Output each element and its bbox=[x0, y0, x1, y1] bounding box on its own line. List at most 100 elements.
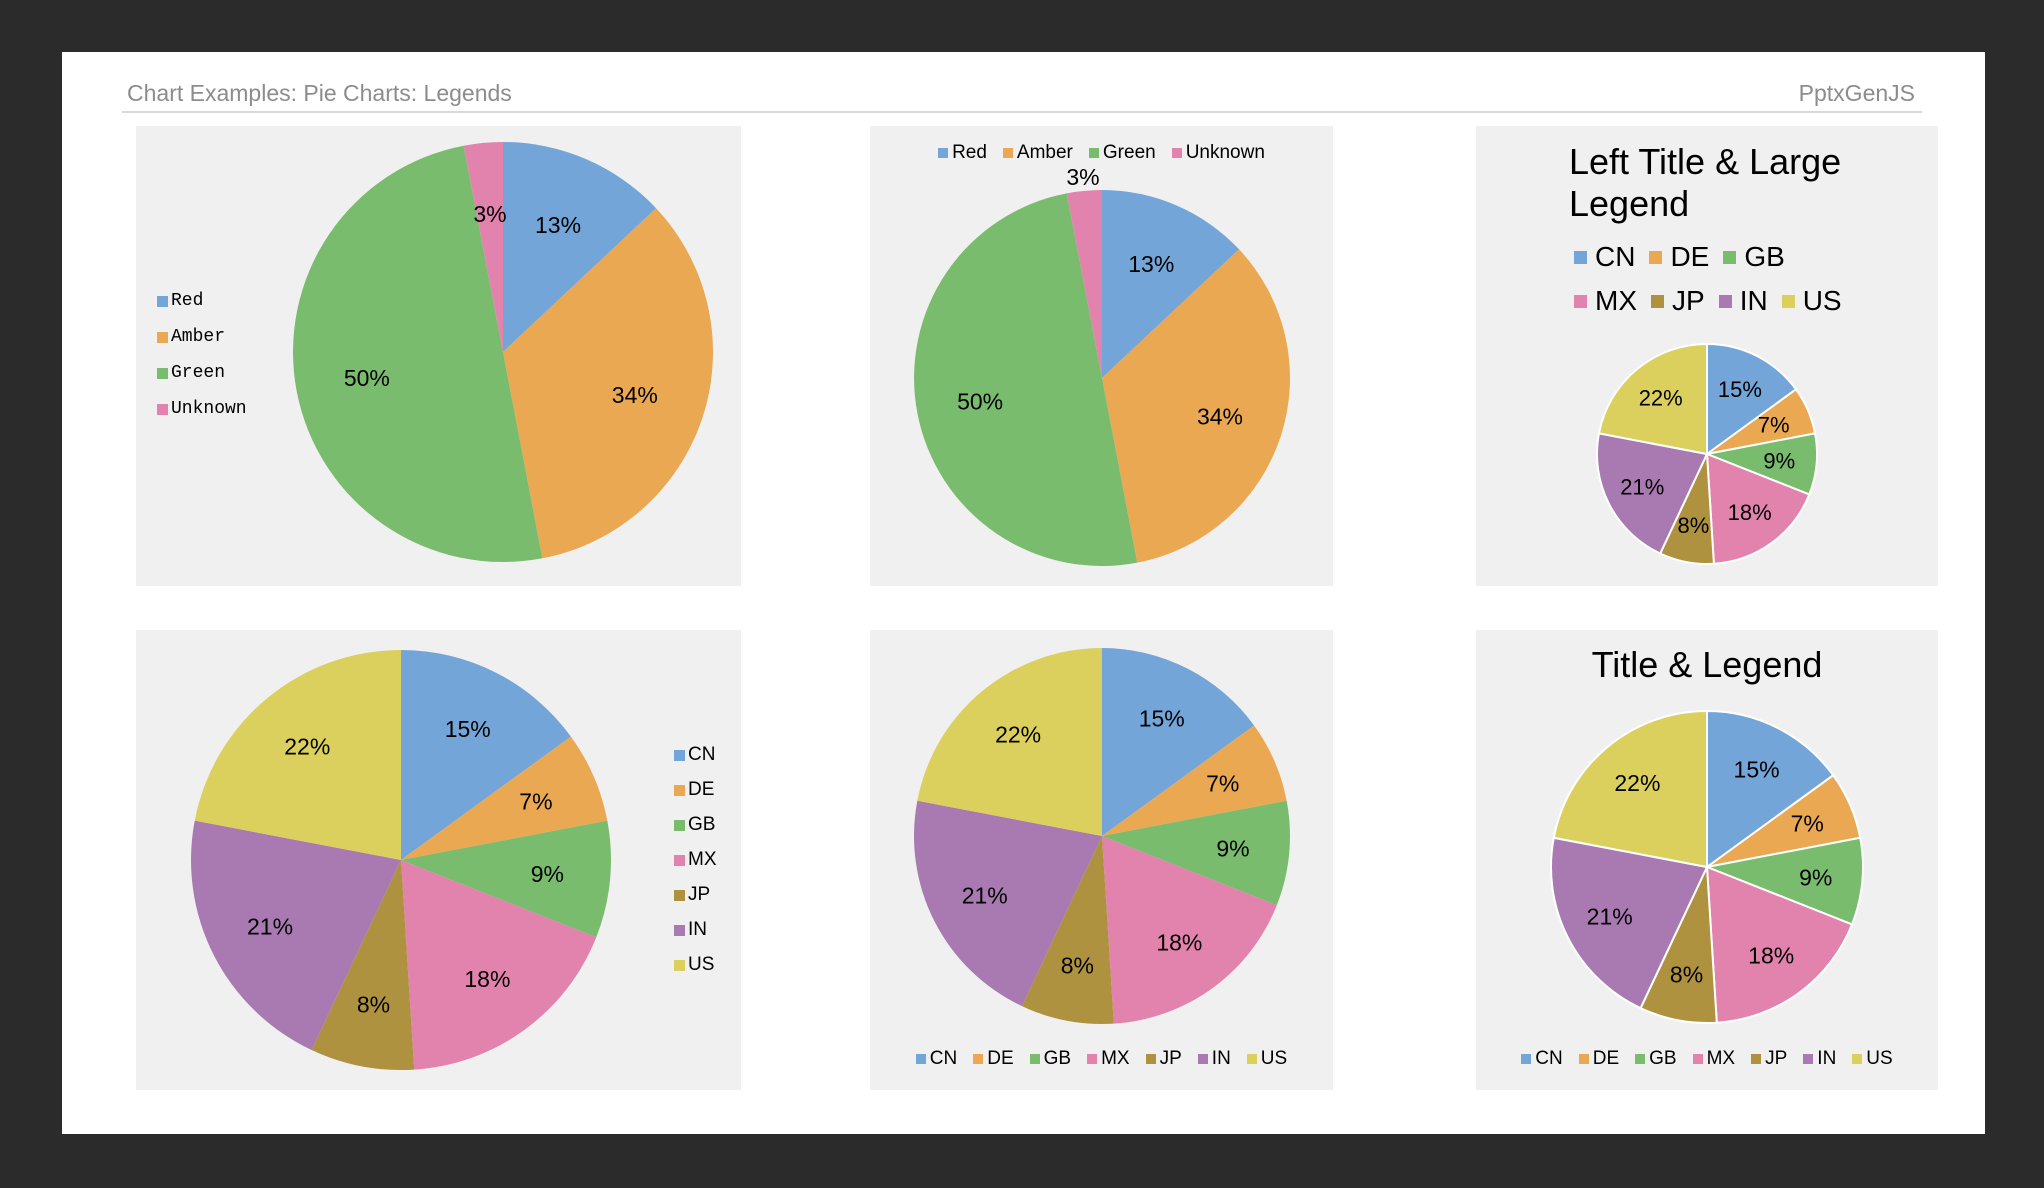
legend-label: MX bbox=[1595, 285, 1637, 316]
legend-label: Red bbox=[952, 142, 987, 163]
chart-6-title: Title & Legend bbox=[1591, 644, 1823, 685]
legend-swatch bbox=[938, 148, 949, 158]
data-label-de: 7% bbox=[1791, 811, 1824, 837]
legend-item-jp: JP bbox=[674, 884, 717, 906]
legend-item-in: IN bbox=[1718, 285, 1768, 317]
data-label-jp: 8% bbox=[357, 991, 390, 1017]
legend-label: GB bbox=[688, 814, 716, 835]
legend-label: IN bbox=[688, 919, 707, 940]
pie-slice-us bbox=[194, 650, 401, 860]
pie-slice-amber bbox=[1102, 249, 1290, 563]
legend-label: CN bbox=[929, 1048, 958, 1069]
data-label-de: 7% bbox=[519, 789, 552, 815]
legend-item-cn: CN bbox=[674, 744, 717, 766]
legend-swatch bbox=[1578, 1054, 1589, 1064]
legend-label: Red bbox=[171, 291, 204, 311]
data-label-de: 7% bbox=[1206, 771, 1239, 797]
data-label-mx: 18% bbox=[1748, 942, 1794, 968]
legend-item-de: DE bbox=[674, 779, 717, 801]
legend-item-jp: JP bbox=[1145, 1048, 1182, 1070]
legend-swatch bbox=[1649, 250, 1663, 264]
legend-label: CN bbox=[1535, 1048, 1563, 1069]
pie-slice-amber bbox=[503, 208, 713, 559]
pie-slice-green bbox=[914, 193, 1138, 566]
chart-3-title: Left Title & Large Legend bbox=[1569, 141, 1842, 224]
pie-slice-de bbox=[401, 736, 608, 860]
data-label-cn: 15% bbox=[1718, 377, 1762, 402]
pie-slice-mx bbox=[1705, 452, 1811, 565]
data-label-gb: 9% bbox=[1799, 864, 1832, 890]
pie-chart-2: 13% 34% 50% 3% bbox=[914, 164, 1290, 566]
data-label-amber: 34% bbox=[612, 382, 658, 408]
chart-panel-3: Left Title & Large Legend CN DE GB MX JP IN US… bbox=[1476, 126, 1938, 586]
data-label-in: 21% bbox=[247, 914, 293, 940]
legend-item-amber: Amber bbox=[157, 327, 247, 347]
legend-label: Green bbox=[1102, 142, 1156, 163]
pie-slice-mx bbox=[401, 860, 597, 1070]
data-label-gb: 9% bbox=[1216, 835, 1249, 861]
legend-swatch bbox=[1635, 1054, 1646, 1064]
legend-label: IN bbox=[1817, 1048, 1837, 1069]
pie-chart-5: 15% 7% 9% 18% 8% 21% 22% bbox=[914, 648, 1290, 1024]
chart-panel-4: 15% 7% 9% 18% 8% 21% 22% CN DE GB MX JP IN US bbox=[136, 630, 741, 1090]
data-label-jp: 8% bbox=[1670, 961, 1703, 987]
legend-swatch bbox=[157, 403, 168, 415]
chart-panel-5: 15% 7% 9% 18% 8% 21% 22% CN DE GB MX JP IN US bbox=[870, 630, 1333, 1090]
legend-chart-1: Red Amber Green Unknown bbox=[157, 291, 247, 435]
legend-chart-6: CN DE GB MX JP IN US bbox=[1476, 1048, 1938, 1070]
data-label-mx: 18% bbox=[1156, 929, 1202, 955]
legend-label: US bbox=[1802, 285, 1842, 316]
legend-label: GB bbox=[1744, 241, 1785, 272]
data-label-green: 50% bbox=[344, 365, 390, 391]
pie-slice-us bbox=[917, 648, 1102, 836]
legend-swatch bbox=[157, 331, 168, 343]
data-label-jp: 8% bbox=[1677, 513, 1709, 538]
pie-slice-us bbox=[1597, 342, 1708, 456]
legend-swatch bbox=[915, 1054, 926, 1064]
pie-slice-cn bbox=[401, 650, 571, 860]
legend-label: IN bbox=[1739, 285, 1768, 316]
legend-swatch bbox=[1029, 1054, 1040, 1064]
legend-swatch bbox=[674, 854, 685, 866]
legend-label: DE bbox=[1592, 1048, 1620, 1069]
data-label-us: 22% bbox=[1639, 386, 1683, 411]
legend-item-unknown: Unknown bbox=[1171, 142, 1265, 164]
pie-slice-cn bbox=[1706, 342, 1798, 456]
data-label-gb: 9% bbox=[531, 861, 564, 887]
legend-swatch bbox=[1521, 1054, 1532, 1064]
pie-slice-jp bbox=[311, 860, 415, 1070]
data-label-in: 21% bbox=[1587, 904, 1633, 930]
data-label-us: 22% bbox=[284, 734, 330, 760]
legend-item-de: DE bbox=[973, 1048, 1014, 1070]
legend-label: JP bbox=[1765, 1048, 1788, 1069]
header-divider bbox=[122, 111, 1922, 113]
legend-item-mx: MX bbox=[1087, 1048, 1130, 1070]
legend-label: JP bbox=[1672, 285, 1705, 316]
legend-swatch bbox=[674, 749, 685, 761]
legend-swatch bbox=[1246, 1054, 1257, 1064]
legend-swatch bbox=[1852, 1054, 1863, 1064]
legend-label: CN bbox=[688, 744, 716, 765]
pie-chart-3: 15% 7% 9% 18% 8% 21% 22% bbox=[1596, 342, 1818, 565]
brand-label: PptxGenJS bbox=[1798, 80, 1915, 106]
legend-item-mx: MX bbox=[1692, 1048, 1736, 1070]
pie-slice-us bbox=[1552, 709, 1708, 869]
legend-swatch bbox=[674, 959, 685, 971]
pie-slice-green bbox=[293, 145, 543, 563]
pie-slice-de bbox=[1102, 725, 1287, 836]
legend-item-gb: GB bbox=[1635, 1048, 1677, 1070]
legend-label: MX bbox=[1706, 1048, 1736, 1069]
data-label-in: 21% bbox=[1620, 474, 1664, 499]
pie-slice-gb bbox=[401, 820, 611, 938]
legend-swatch bbox=[1088, 148, 1099, 158]
legend-item-jp: JP bbox=[1651, 285, 1705, 317]
pie-slice-cn bbox=[1102, 648, 1255, 836]
legend-swatch bbox=[973, 1054, 984, 1064]
legend-item-gb: GB bbox=[1723, 241, 1785, 273]
pie-slice-gb bbox=[1703, 836, 1864, 926]
legend-item-unknown: Unknown bbox=[157, 399, 247, 419]
legend-item-mx: MX bbox=[1574, 285, 1637, 317]
data-label-cn: 15% bbox=[1734, 757, 1780, 783]
legend-label: US bbox=[688, 954, 715, 975]
legend-item-us: US bbox=[1852, 1048, 1893, 1070]
